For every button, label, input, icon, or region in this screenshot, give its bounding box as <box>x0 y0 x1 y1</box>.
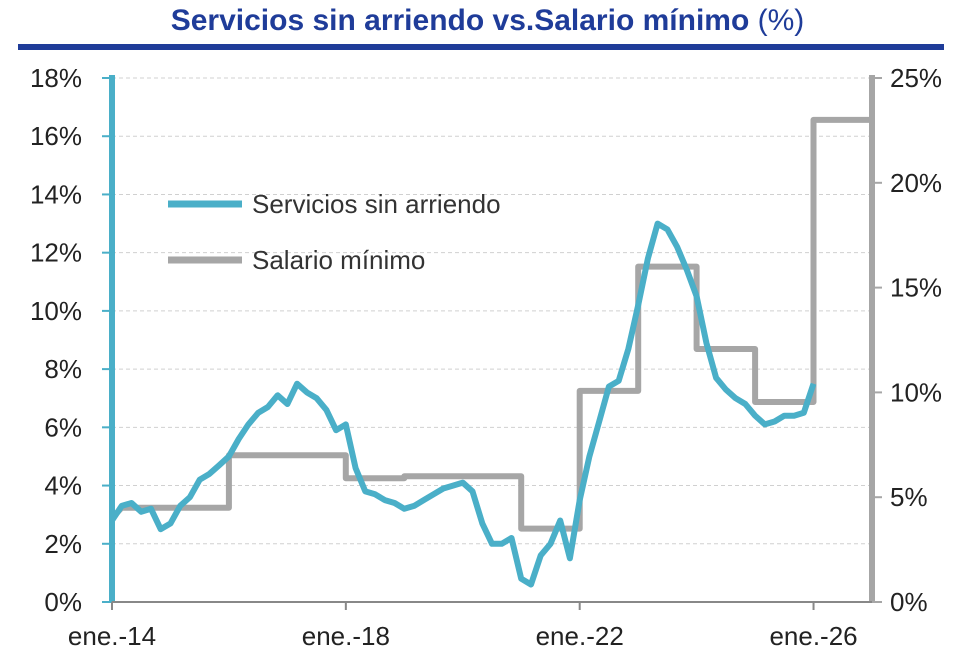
right-tick-label: 25% <box>890 63 942 93</box>
series-lines <box>109 116 872 588</box>
left-tick-label: 18% <box>30 63 82 93</box>
x-tick-label: ene.-14 <box>68 621 156 651</box>
left-tick-label: 4% <box>44 471 82 501</box>
x-axis-ticks: ene.-14 ene.-18 ene.-22 ene.-26 <box>68 602 858 651</box>
right-tick-label: 15% <box>890 273 942 303</box>
series-salario-line <box>109 116 872 532</box>
right-axis-ticks: 0% 5% 10% 15% 20% 25% <box>872 63 942 617</box>
left-tick-label: 12% <box>30 238 82 268</box>
title-underline <box>18 44 944 50</box>
x-tick-label: ene.-22 <box>536 621 624 651</box>
left-tick-label: 8% <box>44 354 82 384</box>
left-tick-label: 2% <box>44 529 82 559</box>
left-tick-label: 16% <box>30 121 82 151</box>
chart-title-unit: (%) <box>757 4 805 37</box>
right-tick-label: 10% <box>890 377 942 407</box>
series-servicios-line <box>109 220 817 588</box>
right-tick-label: 0% <box>890 587 928 617</box>
legend-label-servicios: Servicios sin arriendo <box>252 189 501 219</box>
grid-lines <box>112 77 872 545</box>
left-tick-label: 0% <box>44 587 82 617</box>
left-tick-label: 6% <box>44 412 82 442</box>
left-tick-label: 10% <box>30 296 82 326</box>
x-tick-label: ene.-18 <box>302 621 390 651</box>
right-tick-label: 5% <box>890 482 928 512</box>
left-tick-label: 14% <box>30 179 82 209</box>
axes <box>109 75 875 603</box>
legend: Servicios sin arriendo Salario mínimo <box>168 189 501 275</box>
x-tick-label: ene.-26 <box>769 621 857 651</box>
right-tick-label: 20% <box>890 168 942 198</box>
chart-title-main: Servicios sin arriendo vs.Salario mínimo <box>170 4 750 37</box>
left-axis-ticks: 0% 2% 4% 6% 8% 10% 12% 14% 16% 18% <box>30 63 112 617</box>
chart-title: Servicios sin arriendo vs.Salario mínimo… <box>0 4 975 38</box>
legend-label-salario: Salario mínimo <box>252 245 425 275</box>
